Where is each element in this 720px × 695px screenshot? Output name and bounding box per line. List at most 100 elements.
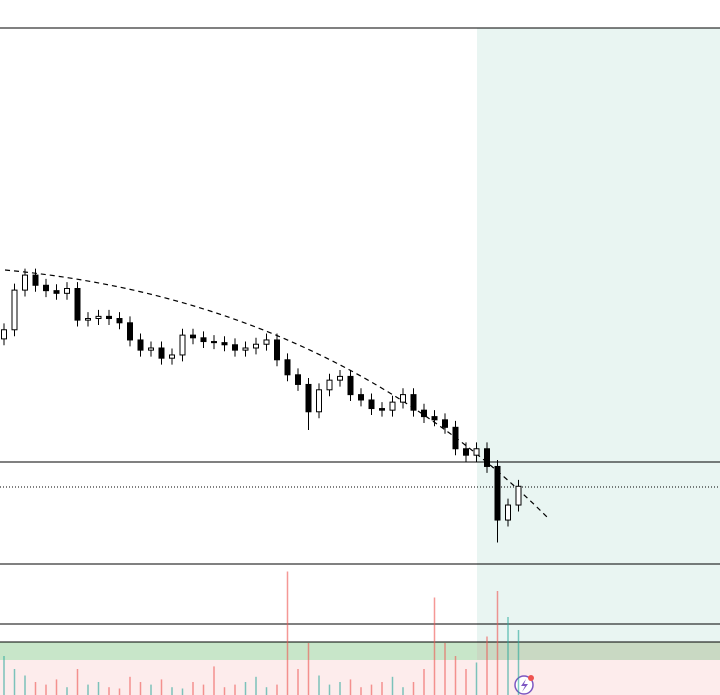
- candle-body: [347, 375, 354, 396]
- volume-bar: [202, 684, 205, 695]
- volume-bar: [433, 597, 436, 695]
- candle-body: [11, 289, 18, 331]
- volume-bar: [171, 687, 173, 695]
- volume-bar: [223, 687, 226, 695]
- volume-bar: [76, 669, 79, 695]
- volume-pane: [3, 571, 520, 695]
- volume-bar: [381, 682, 383, 695]
- volume-bar: [349, 679, 352, 695]
- candle-body: [74, 287, 81, 321]
- volume-bar: [517, 630, 520, 695]
- candle-body: [263, 339, 270, 345]
- volume-bar: [360, 687, 362, 695]
- volume-bar: [160, 679, 163, 695]
- volume-bar: [276, 684, 278, 695]
- volume-bar: [13, 669, 16, 695]
- volume-bar: [454, 656, 457, 695]
- candle-body: [358, 394, 364, 401]
- candle-body: [505, 504, 511, 521]
- candle-body: [463, 448, 469, 456]
- candle-body: [169, 354, 175, 359]
- volume-bar: [244, 682, 247, 695]
- volume-bar: [328, 684, 331, 695]
- volume-bar: [97, 682, 100, 695]
- volume-bar: [129, 676, 131, 695]
- volume-bar: [66, 687, 68, 695]
- volume-bar: [150, 684, 152, 695]
- volume-bar: [265, 687, 268, 695]
- volume-bar: [87, 684, 89, 695]
- volume-bar: [444, 643, 446, 695]
- candle-body: [137, 339, 144, 351]
- volume-bar: [213, 666, 215, 695]
- candle-body: [484, 448, 490, 467]
- candle-body: [284, 359, 291, 376]
- volume-bar: [234, 684, 236, 695]
- red-band: [0, 660, 720, 695]
- candle-body: [400, 394, 406, 403]
- volume-bar: [3, 656, 5, 695]
- candle-body: [242, 347, 249, 351]
- volume-bar: [412, 682, 415, 695]
- candle-body: [253, 343, 259, 349]
- candle-body: [148, 347, 154, 351]
- lightning-icon: [514, 675, 534, 695]
- candle-body: [179, 334, 186, 356]
- candle-body: [190, 334, 196, 339]
- volume-bar: [465, 669, 467, 695]
- candle-body: [379, 408, 385, 411]
- candle-body: [85, 318, 91, 321]
- volume-bar: [496, 591, 499, 695]
- candle-body: [32, 274, 39, 286]
- candle-body: [494, 465, 501, 521]
- candle-body: [1, 329, 7, 340]
- candle-body: [421, 409, 427, 418]
- candle-body: [64, 287, 70, 294]
- candle-body: [473, 448, 480, 456]
- volume-bar: [339, 682, 341, 695]
- volume-bar: [370, 684, 373, 695]
- volume-bar: [192, 682, 194, 695]
- candle-body: [106, 315, 112, 320]
- volume-bar: [286, 571, 289, 695]
- volume-bar: [24, 675, 26, 695]
- volume-bar: [475, 662, 478, 695]
- volume-bar: [139, 682, 142, 695]
- volume-bar: [108, 687, 110, 695]
- price-pane: [1, 268, 522, 543]
- volume-bar: [118, 688, 121, 695]
- volume-bar: [34, 682, 37, 695]
- candle-body: [43, 284, 49, 292]
- candle-body: [316, 389, 322, 413]
- candle-body: [442, 419, 448, 428]
- volume-bar: [55, 679, 58, 695]
- volume-bar: [507, 617, 509, 695]
- candle-body: [389, 401, 396, 411]
- candle-body: [22, 274, 28, 291]
- candle-body: [211, 341, 217, 344]
- candle-body: [452, 426, 459, 450]
- volume-bar: [318, 675, 320, 695]
- candle-body: [200, 337, 207, 343]
- candle-body: [295, 374, 301, 385]
- candle-body: [368, 399, 375, 410]
- volume-bar: [181, 688, 184, 695]
- candle-body: [410, 394, 417, 411]
- candle-body: [53, 290, 60, 294]
- volume-bar: [402, 687, 404, 695]
- candle-body: [431, 416, 438, 421]
- volume-bar: [423, 669, 425, 695]
- future-zone: [477, 28, 720, 695]
- candle-body: [95, 315, 102, 320]
- candle-body: [116, 318, 123, 324]
- volume-bar: [391, 676, 394, 695]
- trend-curve: [4, 269, 549, 519]
- volume-bar: [307, 643, 310, 695]
- candle-body: [326, 379, 333, 391]
- candle-body: [232, 344, 238, 351]
- volume-bar: [297, 669, 299, 695]
- volume-bar: [255, 676, 257, 695]
- overlap-band: [477, 642, 720, 660]
- volume-bar: [45, 684, 47, 695]
